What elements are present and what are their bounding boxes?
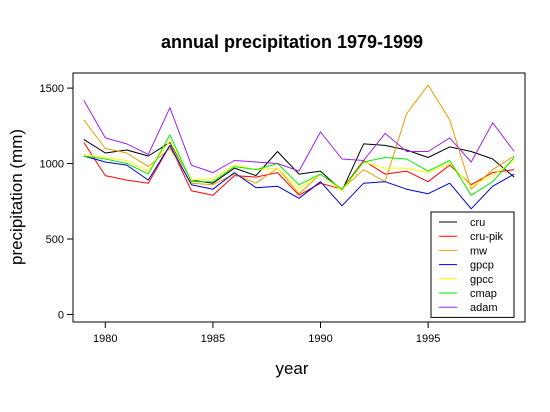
legend-label-mw: mw [470,245,487,257]
series-line-cmap [83,134,515,196]
plot-frame [72,72,526,323]
x-axis: 1980 1985 1990 1995 [93,322,440,345]
x-tick-label: 1990 [308,333,332,345]
legend-label-gpcp: gpcp [470,260,494,272]
legend-label-gpcc: gpcc [470,274,494,286]
y-tick-label: 1500 [40,83,64,95]
series-line-gpcp [83,144,515,210]
x-tick-label: 1995 [416,333,440,345]
chart-title: annual precipitation 1979-1999 [161,32,423,52]
series-line-cru-pik [83,142,515,196]
series-line-cru [83,138,515,192]
y-tick-label: 1000 [40,159,64,171]
series-line-adam [83,99,515,174]
legend-label-cmap: cmap [470,288,497,300]
legend-label-cru-pik: cru-pik [470,231,504,243]
legend-label-adam: adam [470,302,498,314]
y-axis: 0 500 1000 1500 [40,83,73,321]
legend: cru cru-pik mw gpcp gpcc cmap adam [430,211,515,318]
x-tick-label: 1980 [93,333,117,345]
legend-label-cru: cru [470,217,485,229]
y-axis-label: precipitation (mm) [7,129,26,265]
y-tick-label: 0 [58,309,64,321]
series-lines [83,84,515,210]
x-tick-label: 1985 [201,333,225,345]
y-tick-label: 500 [46,234,64,246]
x-axis-label: year [275,359,308,378]
